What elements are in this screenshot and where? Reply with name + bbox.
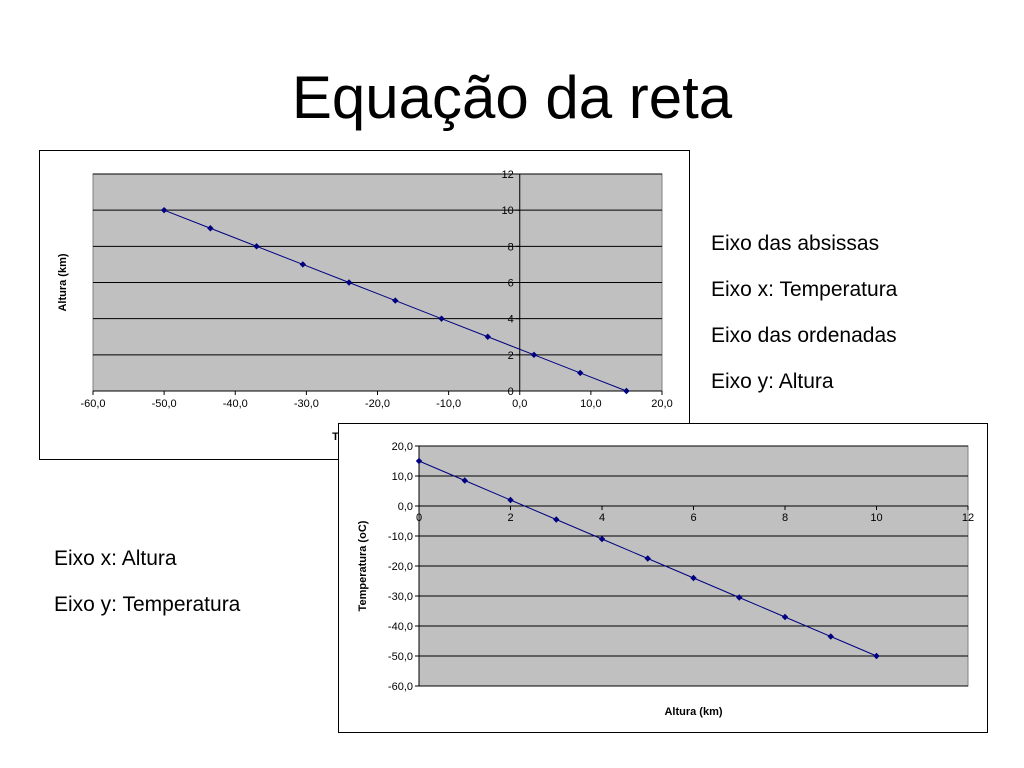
y-axis-label: Altura (km) — [57, 253, 69, 311]
data-point — [598, 535, 606, 543]
note-eixo-ordenadas: Eixo das ordenadas — [711, 324, 897, 347]
y-tick-label: 2 — [508, 350, 514, 362]
x-tick-label: 10,0 — [580, 398, 601, 410]
y-tick-label: -60,0 — [388, 681, 413, 693]
data-point — [160, 206, 168, 214]
y-tick-label: -30,0 — [388, 591, 413, 603]
notes-left: Eixo x: Altura Eixo y: Temperatura — [54, 536, 240, 628]
notes-right: Eixo das absissas Eixo x: Temperatura Ei… — [711, 221, 897, 405]
data-point — [781, 613, 789, 621]
data-point — [461, 477, 468, 484]
x-tick-label: 20,0 — [651, 398, 672, 410]
chart-altura-vs-temperatura: 0 2 4 6 8 10 12 -60,0 -50,0 -40,0 -30,0 -20,0 -10,0 0… — [39, 150, 690, 460]
data-point — [690, 574, 697, 582]
data-point — [530, 351, 538, 359]
y-tick-label: 0 — [508, 386, 514, 398]
x-tick-label: 12 — [962, 512, 974, 524]
y-tick-label: 10,0 — [392, 471, 413, 483]
note-eixo-y-altura: Eixo y: Altura — [711, 370, 834, 393]
note-eixo-x-temperatura: Eixo x: Temperatura — [711, 278, 898, 301]
x-tick-label: -10,0 — [436, 398, 461, 410]
x-tick-label: 2 — [507, 512, 513, 524]
x-tick-label: 10 — [870, 512, 882, 524]
data-point — [553, 516, 560, 523]
y-tick-label: 20,0 — [392, 441, 413, 453]
data-point — [345, 279, 353, 286]
y-tick-label: 4 — [508, 314, 514, 326]
y-tick-label: -10,0 — [388, 531, 413, 543]
chart-1-svg: 0 2 4 6 8 10 12 -60,0 -50,0 -40,0 -30,0 -20,0 -10,0 0… — [57, 169, 673, 443]
data-point — [299, 261, 307, 268]
data-point — [438, 315, 445, 322]
y-tick-label: 12 — [502, 169, 514, 181]
data-point — [736, 594, 743, 601]
y-tick-label: 6 — [508, 278, 514, 290]
y-axis-label: Temperatura (oC) — [357, 520, 369, 611]
x-tick-label: -40,0 — [223, 398, 248, 410]
y-tick-label: -40,0 — [388, 621, 413, 633]
chart-2-svg: -60,0 -50,0 -40,0 -30,0 -20,0 -10,0 0,0 10,0 20,… — [357, 441, 974, 718]
y-tick-label: -50,0 — [388, 651, 413, 663]
data-point — [873, 652, 880, 660]
x-tick-label: 0 — [416, 512, 422, 524]
y-tick-label: 8 — [508, 241, 514, 253]
x-tick-label: 0,0 — [512, 398, 527, 410]
y-tick-label: -20,0 — [388, 561, 413, 573]
x-axis-label: Altura (km) — [664, 706, 722, 718]
data-point — [644, 555, 651, 562]
data-point — [507, 496, 514, 504]
x-tick-label: -60,0 — [80, 398, 105, 410]
slide-title: Equação da reta — [291, 64, 733, 131]
data-point — [623, 387, 630, 395]
x-tick-label: 6 — [690, 512, 696, 524]
note-eixo-y-temperatura: Eixo y: Temperatura — [54, 593, 241, 616]
x-tick-label: 8 — [782, 512, 788, 524]
note-eixo-absissas: Eixo das absissas — [711, 232, 880, 255]
y-tick-label: 0,0 — [398, 501, 413, 513]
data-point — [253, 243, 260, 250]
chart-temperatura-vs-altura: -60,0 -50,0 -40,0 -30,0 -20,0 -10,0 0,0 10,0 20,… — [338, 423, 988, 733]
data-point — [207, 225, 214, 232]
y-tick-label: 10 — [502, 205, 514, 217]
data-point — [484, 333, 491, 340]
x-tick-label: 4 — [599, 512, 605, 524]
note-eixo-x-altura: Eixo x: Altura — [54, 547, 177, 570]
data-point — [827, 633, 834, 640]
data-point — [577, 369, 584, 377]
data-point — [392, 297, 399, 304]
x-tick-label: -30,0 — [294, 398, 319, 410]
x-tick-label: -50,0 — [152, 398, 177, 410]
data-point — [415, 457, 423, 465]
x-tick-label: -20,0 — [365, 398, 390, 410]
